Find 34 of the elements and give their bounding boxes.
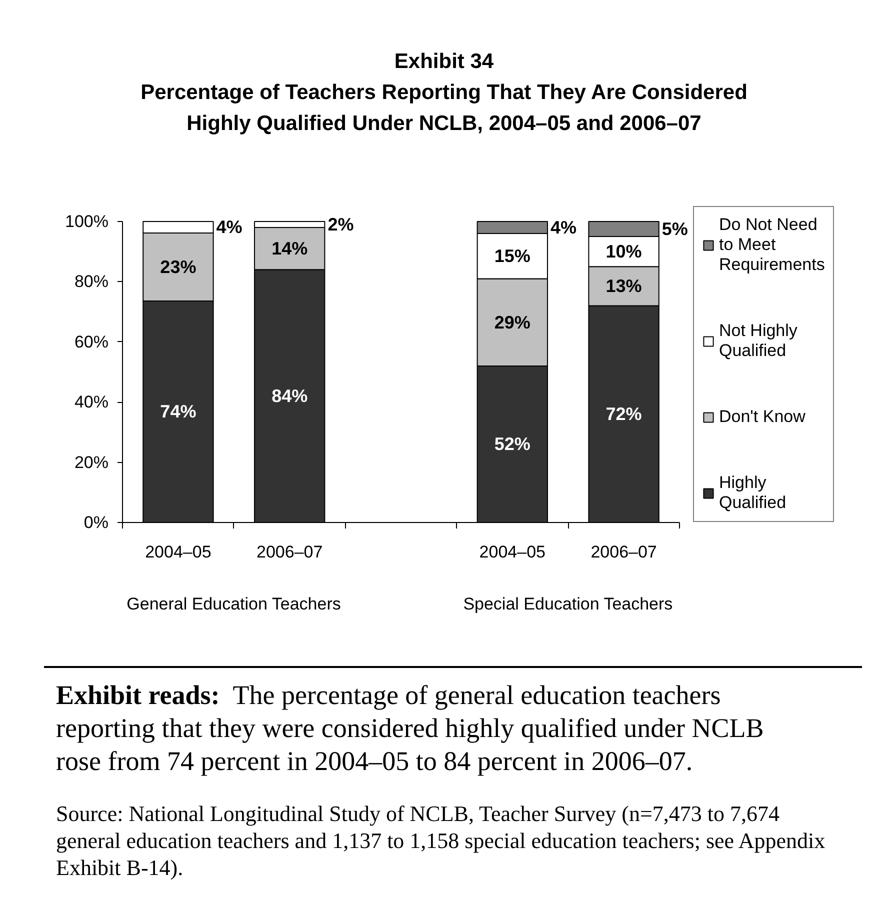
chart-subtitle: Percentage of Teachers Reporting That They Are Considered Highly Qualified Under NCLB, 2004–05 and 2006–07 [140,81,748,135]
chart-title: Exhibit 34 [394,50,494,73]
data-label: 23% [160,256,196,277]
text: General Education Teachers [126,594,341,614]
x-tick-label: 2004–05 [145,542,212,562]
legend-label: Do Not Need to Meet Requirements [719,215,825,275]
data-label: 52% [494,434,530,454]
text: Exhibit reads: The percentage of general education teachers reporting that they were considered highly qualified under NCLB rose from 74 percent in 2004–05 to 84 percent in 2006–07. [55,679,765,778]
data-label: 2% [328,214,354,235]
y-tick-label: 100% [65,212,109,231]
x-tick-label: 2004–05 [479,542,546,562]
data-label: 4% [216,217,242,238]
data-label: 10% [606,242,642,262]
data-label: 84% [272,386,308,406]
legend-label: Not Highly Qualified [719,321,798,361]
data-label: 72% [606,404,642,424]
x-tick-label: 2006–07 [256,542,323,562]
legend-label: Highly Qualified [719,473,786,513]
data-label: 5% [662,219,688,240]
y-tick-label: 60% [74,332,109,352]
legend-label: Don't Know [719,407,806,427]
data-label: 14% [272,238,308,259]
y-tick-label: 20% [74,452,109,472]
source-note: Source: National Longitudinal Study of NCLB, Teacher Survey (n=7,473 to 7,674 general education teachers and 1,137 to 1,158 special education teachers; see Appendix Exhibit B-14). [55,800,826,881]
x-tick-label: 2006–07 [590,542,657,562]
y-tick-label: 40% [74,392,109,412]
data-label: 13% [606,276,642,296]
data-label: 74% [160,402,196,422]
data-label: 4% [550,218,577,238]
text: Special Education Teachers [463,594,673,614]
data-label: 29% [494,312,530,332]
data-label: 15% [494,246,530,266]
y-tick-label: 0% [84,513,109,532]
y-tick-label: 80% [74,272,109,292]
